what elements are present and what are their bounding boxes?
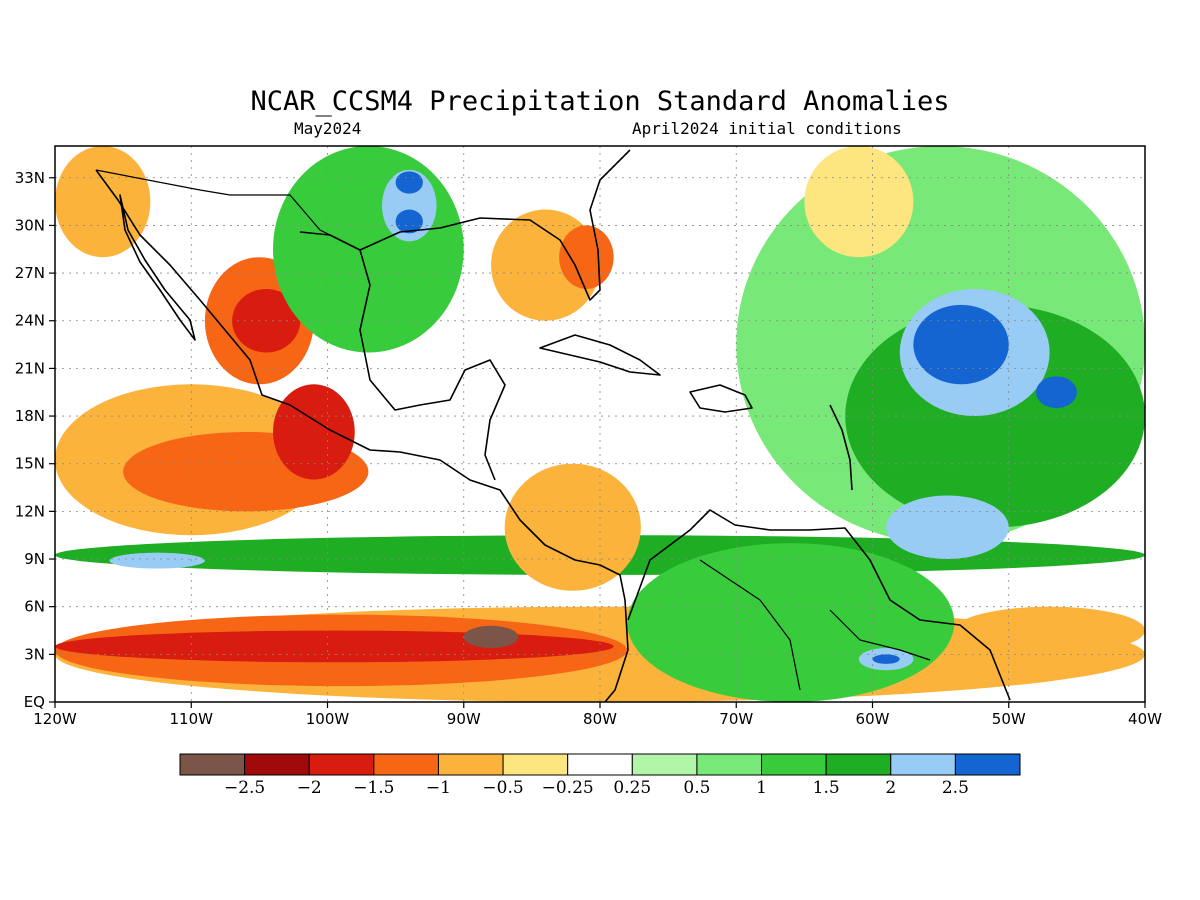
colorbar-swatch-11: [890, 753, 956, 776]
coastlines: [95, 149, 1011, 702]
anomaly-region-29: [886, 495, 1009, 560]
colorbar-swatch-9: [761, 753, 827, 776]
lat-tick-label-3: 9N: [24, 550, 45, 568]
gridlines: [55, 146, 1145, 702]
venezuela-borders: [699, 559, 931, 691]
lat-tick-label-2: 6N: [24, 598, 45, 616]
initial-conditions: April2024 initial conditions: [632, 119, 902, 138]
colorbar-label-3: −1: [426, 778, 451, 798]
us-coastline: [359, 149, 631, 301]
lat-tick-label-6: 18N: [15, 407, 45, 425]
lat-tick-label-8: 24N: [15, 312, 45, 330]
colorbar-label-6: 0.25: [613, 778, 651, 798]
colorbar-swatch-2: [308, 753, 375, 776]
anomaly-region-20: [395, 209, 423, 234]
anomaly-region-27: [913, 304, 1009, 385]
lat-tick-label-9: 27N: [15, 264, 45, 282]
map-title: NCAR_CCSM4 Precipitation Standard Anomal…: [250, 86, 950, 117]
colorbar-label-1: −2: [297, 778, 322, 798]
us-mexico-border: [95, 169, 361, 251]
lon-tick-label-8: 40W: [1128, 710, 1162, 728]
colorbar-swatch-1: [244, 753, 310, 776]
colorbar-swatch-12: [954, 753, 1021, 776]
colorbar-label-7: 0.5: [683, 778, 710, 798]
anomaly-region-30: [954, 606, 1145, 655]
lon-tick-label-4: 80W: [583, 710, 617, 728]
lon-tick-label-1: 110W: [170, 710, 214, 728]
antilles-coastline: [829, 404, 853, 491]
anomaly-region-22: [559, 225, 614, 289]
cuba-coastline: [539, 334, 661, 376]
forecast-month: May2024: [294, 119, 362, 138]
anomaly-region-4: [55, 630, 614, 663]
colorbar-swatch-10: [825, 753, 892, 776]
colorbar-swatch-7: [631, 753, 698, 776]
lat-tick-label-0: EQ: [24, 693, 45, 711]
anomaly-region-17: [273, 146, 464, 353]
colorbar-label-8: 1: [756, 778, 767, 798]
lat-tick-label-11: 33N: [15, 169, 45, 187]
lon-tick-label-5: 70W: [719, 710, 753, 728]
colorbar-swatch-6: [567, 753, 633, 776]
anomaly-region-14: [55, 146, 151, 258]
colorbar-label-2: −1.5: [353, 778, 394, 798]
colorbar-label-4: −0.5: [482, 778, 523, 798]
anomaly-region-10: [872, 654, 900, 664]
colorbar-label-9: 1.5: [813, 778, 840, 798]
colorbar-swatch-8: [696, 753, 763, 776]
colorbar-label-5: −0.25: [542, 778, 594, 798]
lat-tick-label-4: 12N: [15, 502, 45, 520]
lon-tick-label-7: 50W: [992, 710, 1026, 728]
lat-tick-label-5: 15N: [15, 455, 45, 473]
anomaly-region-13: [273, 384, 355, 480]
anomaly-region-18: [382, 169, 437, 242]
anomaly-region-8: [627, 543, 955, 702]
lon-tick-label-6: 60W: [856, 710, 890, 728]
lon-tick-label-0: 120W: [33, 710, 77, 728]
baja-coastline: [119, 194, 196, 341]
anomaly-region-5: [463, 625, 519, 648]
axes: 120W 110W 100W 90W 80W 70W 60W 50W 40W EQ 3N 6N 9N 12…: [15, 169, 1162, 728]
plot-area: [55, 146, 1145, 702]
gulf-coastline: [299, 231, 506, 481]
hispaniola-coastline: [689, 384, 753, 413]
colorbar-label-0: −2.5: [224, 778, 265, 798]
lat-tick-label-10: 30N: [15, 216, 45, 234]
lat-tick-label-1: 3N: [24, 645, 45, 663]
anomaly-region-23: [504, 463, 641, 591]
anomaly-region-31: [804, 146, 914, 258]
colorbar-label-10: 2: [885, 778, 896, 798]
colorbar-label-11: 2.5: [942, 778, 969, 798]
lon-tick-label-3: 90W: [447, 710, 481, 728]
lon-tick-label-2: 100W: [306, 710, 350, 728]
south-america-coastline: [627, 509, 1011, 701]
colorbar-swatch-4: [437, 753, 504, 776]
lat-tick-label-7: 21N: [15, 359, 45, 377]
pacific-coastline: [95, 169, 629, 702]
colorbar-swatch-5: [502, 753, 569, 776]
anomaly-region-28: [1036, 376, 1077, 409]
colorbar: −2.5 −2 −1.5 −1 −0.5 −0.25 0.25 0.5 1 1.5 2 2.5: [179, 753, 1021, 798]
anomaly-region-19: [395, 171, 423, 194]
colorbar-swatch-0: [179, 753, 246, 776]
colorbar-swatch-3: [373, 753, 439, 776]
anomaly-region-1: [109, 552, 205, 569]
